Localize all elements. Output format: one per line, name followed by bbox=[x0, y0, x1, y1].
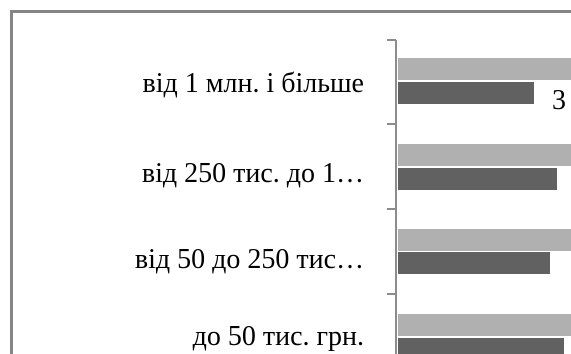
category-label: до 50 тис. грн. bbox=[193, 321, 364, 352]
bar-series-group bbox=[398, 58, 571, 354]
category-label: від 250 тис. до 1… bbox=[142, 158, 364, 189]
category-label: від 50 до 250 тис… bbox=[135, 244, 364, 275]
bar bbox=[398, 252, 550, 274]
bar bbox=[398, 168, 557, 190]
chart-border-top bbox=[10, 10, 571, 13]
bar bbox=[398, 144, 571, 166]
bar bbox=[398, 58, 571, 80]
category-label: від 1 млн. і більше bbox=[143, 68, 364, 99]
data-label: 3 bbox=[552, 85, 566, 116]
bar bbox=[398, 82, 534, 104]
bar bbox=[398, 338, 564, 354]
bar bbox=[398, 314, 571, 336]
bar bbox=[398, 229, 571, 251]
chart-border-left bbox=[10, 10, 13, 354]
